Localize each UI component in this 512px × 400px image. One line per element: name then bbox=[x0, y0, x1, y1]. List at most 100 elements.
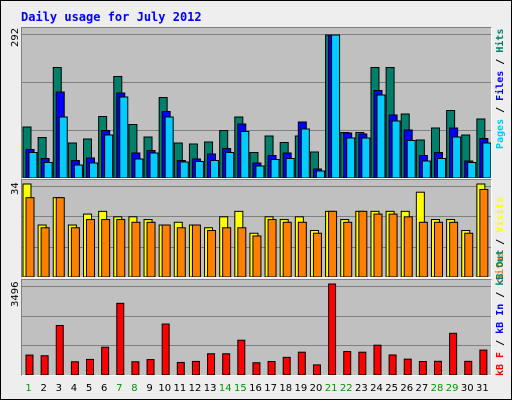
bar-kbf-day-31 bbox=[479, 349, 488, 375]
x-tick-label-day-28: 28 bbox=[430, 383, 444, 394]
bar-kbf-day-25 bbox=[388, 354, 397, 375]
bar-sites-day-15 bbox=[237, 227, 247, 277]
x-tick-label-day-22: 22 bbox=[339, 383, 353, 394]
bar-sites-day-8 bbox=[131, 221, 141, 277]
bar-kbf-day-5 bbox=[86, 358, 95, 375]
x-tick-label-day-2: 2 bbox=[40, 383, 47, 394]
bar-kbf-day-19 bbox=[297, 351, 306, 375]
visits-chart bbox=[22, 183, 491, 277]
bar-pages-day-14 bbox=[225, 152, 235, 178]
legend-kbout: kB Out bbox=[495, 249, 506, 286]
bar-kbf-day-24 bbox=[373, 344, 382, 375]
visits-max-label: 34 bbox=[10, 182, 21, 195]
bar-pages-day-28 bbox=[436, 158, 446, 178]
bar-hits-day-8 bbox=[128, 124, 138, 178]
x-tick-label-day-20: 20 bbox=[309, 383, 323, 394]
bar-sites-day-4 bbox=[70, 227, 80, 277]
bar-kbf-day-21 bbox=[328, 283, 337, 375]
bar-pages-day-18 bbox=[285, 158, 295, 178]
x-tick-label-day-6: 6 bbox=[101, 383, 108, 394]
hits-legend: Pages / Files / Hits bbox=[495, 28, 506, 149]
bar-sites-day-3 bbox=[55, 197, 65, 277]
bar-kbf-day-30 bbox=[464, 360, 473, 375]
bar-kbf-day-4 bbox=[70, 361, 79, 375]
bar-kbf-day-16 bbox=[252, 362, 261, 375]
bar-sites-day-25 bbox=[388, 213, 398, 277]
bar-pages-day-2 bbox=[43, 162, 53, 178]
x-tick-label-day-26: 26 bbox=[400, 383, 414, 394]
x-tick-label-day-4: 4 bbox=[70, 383, 78, 394]
x-tick-label-day-8: 8 bbox=[131, 383, 138, 394]
bar-kbf-day-29 bbox=[449, 332, 458, 375]
bar-pages-day-22 bbox=[346, 137, 356, 178]
bar-sites-day-2 bbox=[40, 227, 50, 277]
chart-title: Daily usage for July 2012 bbox=[21, 10, 202, 24]
bar-kbf-day-28 bbox=[433, 360, 442, 375]
x-tick-label-day-21: 21 bbox=[324, 383, 338, 394]
x-tick-label-day-29: 29 bbox=[445, 383, 459, 394]
x-tick-label-day-23: 23 bbox=[355, 383, 368, 394]
bar-sites-day-24 bbox=[373, 213, 383, 277]
bar-sites-day-20 bbox=[312, 232, 322, 277]
hits-panel bbox=[21, 27, 492, 179]
x-tick-label-day-10: 10 bbox=[158, 383, 172, 394]
bar-sites-day-29 bbox=[449, 221, 459, 277]
bar-kbf-day-11 bbox=[176, 361, 185, 375]
bar-pages-day-27 bbox=[421, 160, 431, 178]
bar-pages-day-12 bbox=[194, 161, 204, 178]
bar-kbf-day-12 bbox=[191, 360, 200, 375]
hits-chart bbox=[22, 34, 491, 178]
x-tick-label-day-24: 24 bbox=[370, 383, 383, 394]
bar-kbf-day-2 bbox=[40, 355, 49, 375]
x-tick-label-day-1: 1 bbox=[25, 383, 32, 394]
bar-sites-day-30 bbox=[464, 232, 474, 277]
bar-hits-day-2 bbox=[37, 137, 47, 178]
bar-kbf-day-1 bbox=[25, 354, 34, 375]
bar-kbf-day-22 bbox=[343, 351, 352, 375]
bar-kbf-day-18 bbox=[282, 356, 291, 375]
bar-kbf-day-14 bbox=[222, 353, 231, 375]
bar-sites-day-10 bbox=[161, 224, 171, 277]
bar-pages-day-1 bbox=[28, 152, 38, 178]
kb-legend: kB F / kB In / kB Out bbox=[495, 249, 506, 376]
bar-pages-day-10 bbox=[164, 116, 174, 178]
x-tick-label-day-7: 7 bbox=[116, 383, 123, 394]
bar-pages-day-11 bbox=[179, 161, 189, 178]
legend-kbf: kB F bbox=[495, 351, 506, 376]
bar-sites-day-7 bbox=[116, 219, 126, 277]
bar-kbf-day-26 bbox=[403, 358, 412, 375]
bar-pages-day-26 bbox=[406, 140, 416, 178]
x-tick-label-day-11: 11 bbox=[173, 383, 187, 394]
bar-sites-day-19 bbox=[297, 221, 307, 277]
bar-kbf-day-9 bbox=[146, 359, 155, 375]
kb-chart bbox=[22, 283, 491, 375]
x-tick-label-day-5: 5 bbox=[85, 383, 93, 394]
bar-pages-day-17 bbox=[270, 159, 280, 178]
bar-pages-day-9 bbox=[149, 152, 159, 178]
bar-kbf-day-6 bbox=[101, 346, 110, 375]
x-tick-label-day-13: 13 bbox=[203, 383, 217, 394]
bar-sites-day-12 bbox=[191, 224, 201, 277]
legend-kbin: kB In bbox=[495, 303, 506, 334]
bar-sites-day-9 bbox=[146, 221, 156, 277]
bar-sites-day-23 bbox=[358, 210, 368, 277]
x-tick-label-day-16: 16 bbox=[249, 383, 262, 394]
bar-pages-day-7 bbox=[119, 96, 129, 178]
bar-kbf-day-17 bbox=[267, 361, 276, 375]
bar-kbf-day-13 bbox=[207, 353, 216, 375]
bar-pages-day-24 bbox=[376, 94, 386, 178]
visits-panel bbox=[21, 179, 492, 278]
bar-pages-day-16 bbox=[255, 165, 265, 178]
bar-pages-day-8 bbox=[134, 158, 144, 178]
bar-pages-day-19 bbox=[300, 128, 310, 178]
x-tick-label-day-12: 12 bbox=[188, 383, 202, 394]
bar-pages-day-4 bbox=[73, 164, 83, 178]
bar-sites-day-18 bbox=[282, 221, 292, 277]
bar-kbf-day-15 bbox=[237, 339, 246, 375]
kb-panel bbox=[21, 279, 492, 376]
x-tick-label-day-9: 9 bbox=[146, 383, 153, 394]
x-tick-label-day-18: 18 bbox=[279, 383, 293, 394]
bar-pages-day-21 bbox=[331, 34, 341, 178]
kb-max-label: 3496 bbox=[10, 281, 21, 307]
bar-pages-day-25 bbox=[391, 120, 401, 178]
